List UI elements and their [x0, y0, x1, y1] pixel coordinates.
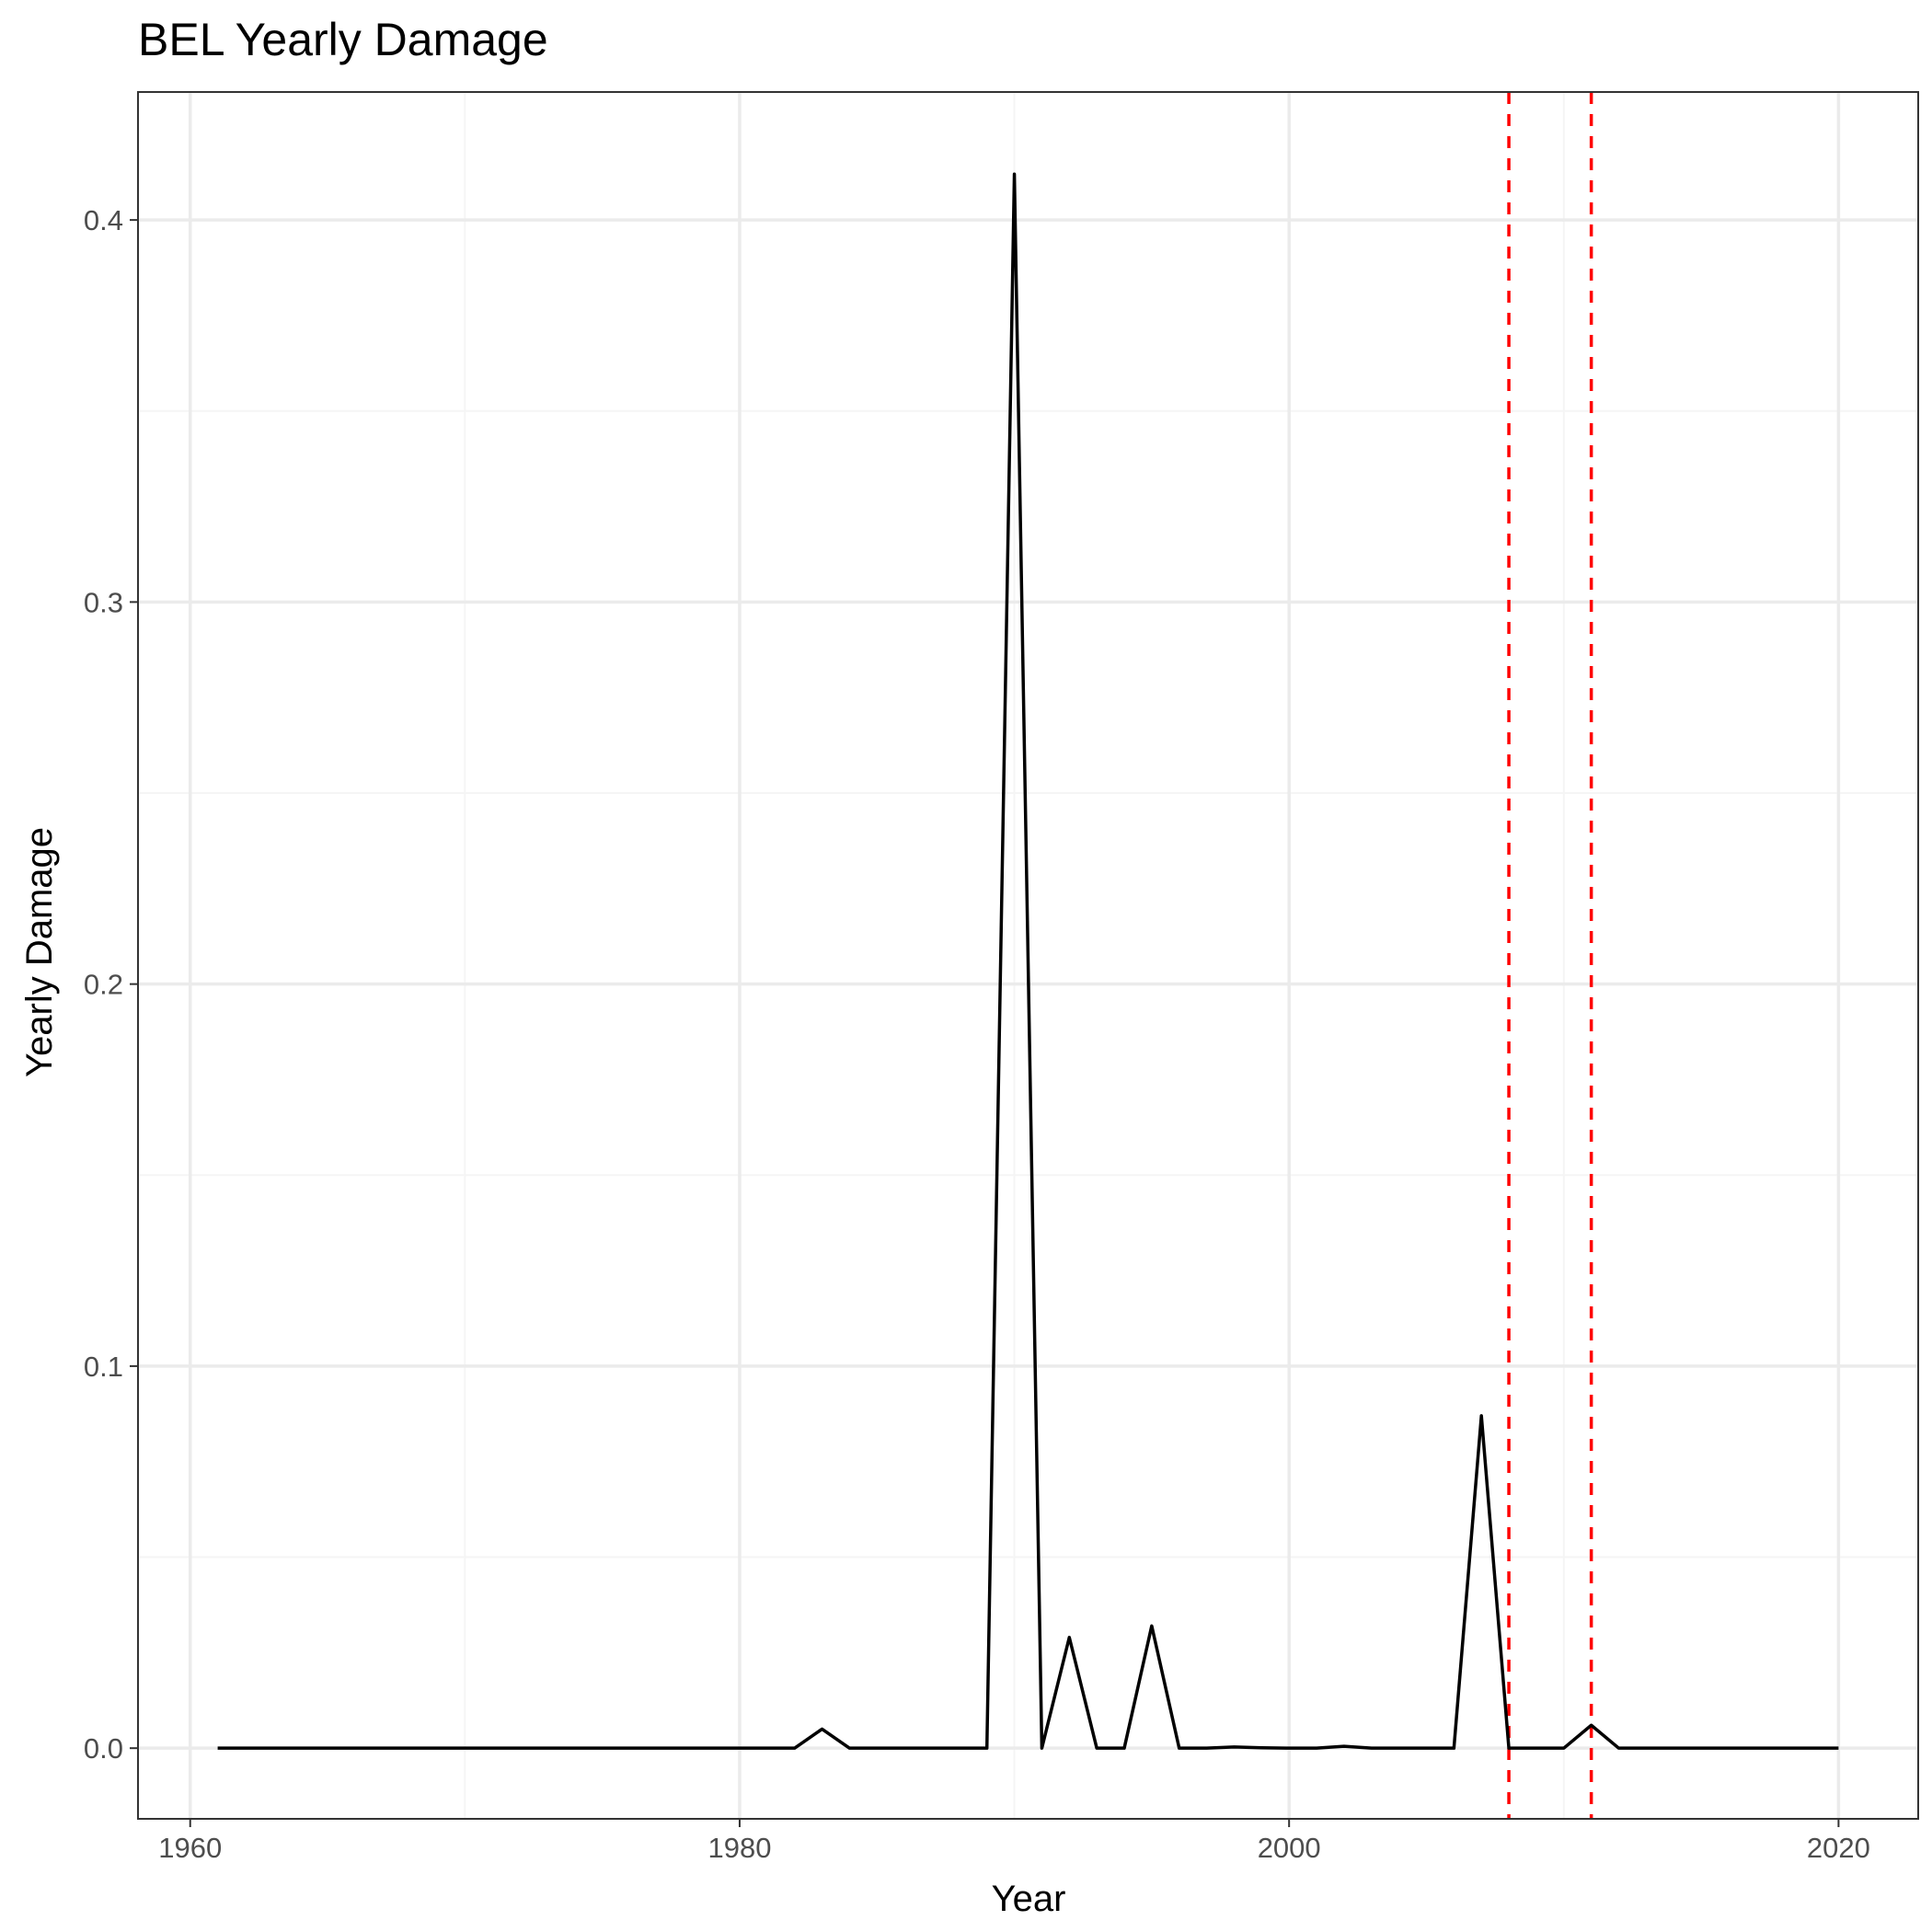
series-layer [217, 172, 1839, 1750]
y-axis: 0.0 0.1 0.2 0.3 0.4 [84, 204, 138, 1765]
x-axis-title: Year [992, 1879, 1066, 1919]
x-tick-label: 1960 [158, 1832, 222, 1864]
x-tick-label: 1980 [707, 1832, 771, 1864]
panel-border [137, 91, 1919, 1820]
panel-border-layer [137, 91, 1919, 1820]
y-tick-label: 0.4 [84, 204, 123, 236]
series-line [217, 172, 1839, 1750]
reference-lines [1507, 92, 1593, 1819]
y-tick-label: 0.0 [84, 1732, 123, 1765]
chart-title: BEL Yearly Damage [138, 14, 548, 65]
x-tick-label: 2000 [1258, 1832, 1321, 1864]
y-tick-label: 0.2 [84, 969, 123, 1001]
x-axis: 1960 1980 2000 2020 [158, 1819, 1870, 1864]
y-tick-label: 0.1 [84, 1351, 123, 1383]
y-tick-label: 0.3 [84, 586, 123, 618]
x-tick-label: 2020 [1807, 1832, 1870, 1864]
y-axis-title: Yearly Damage [19, 827, 60, 1077]
